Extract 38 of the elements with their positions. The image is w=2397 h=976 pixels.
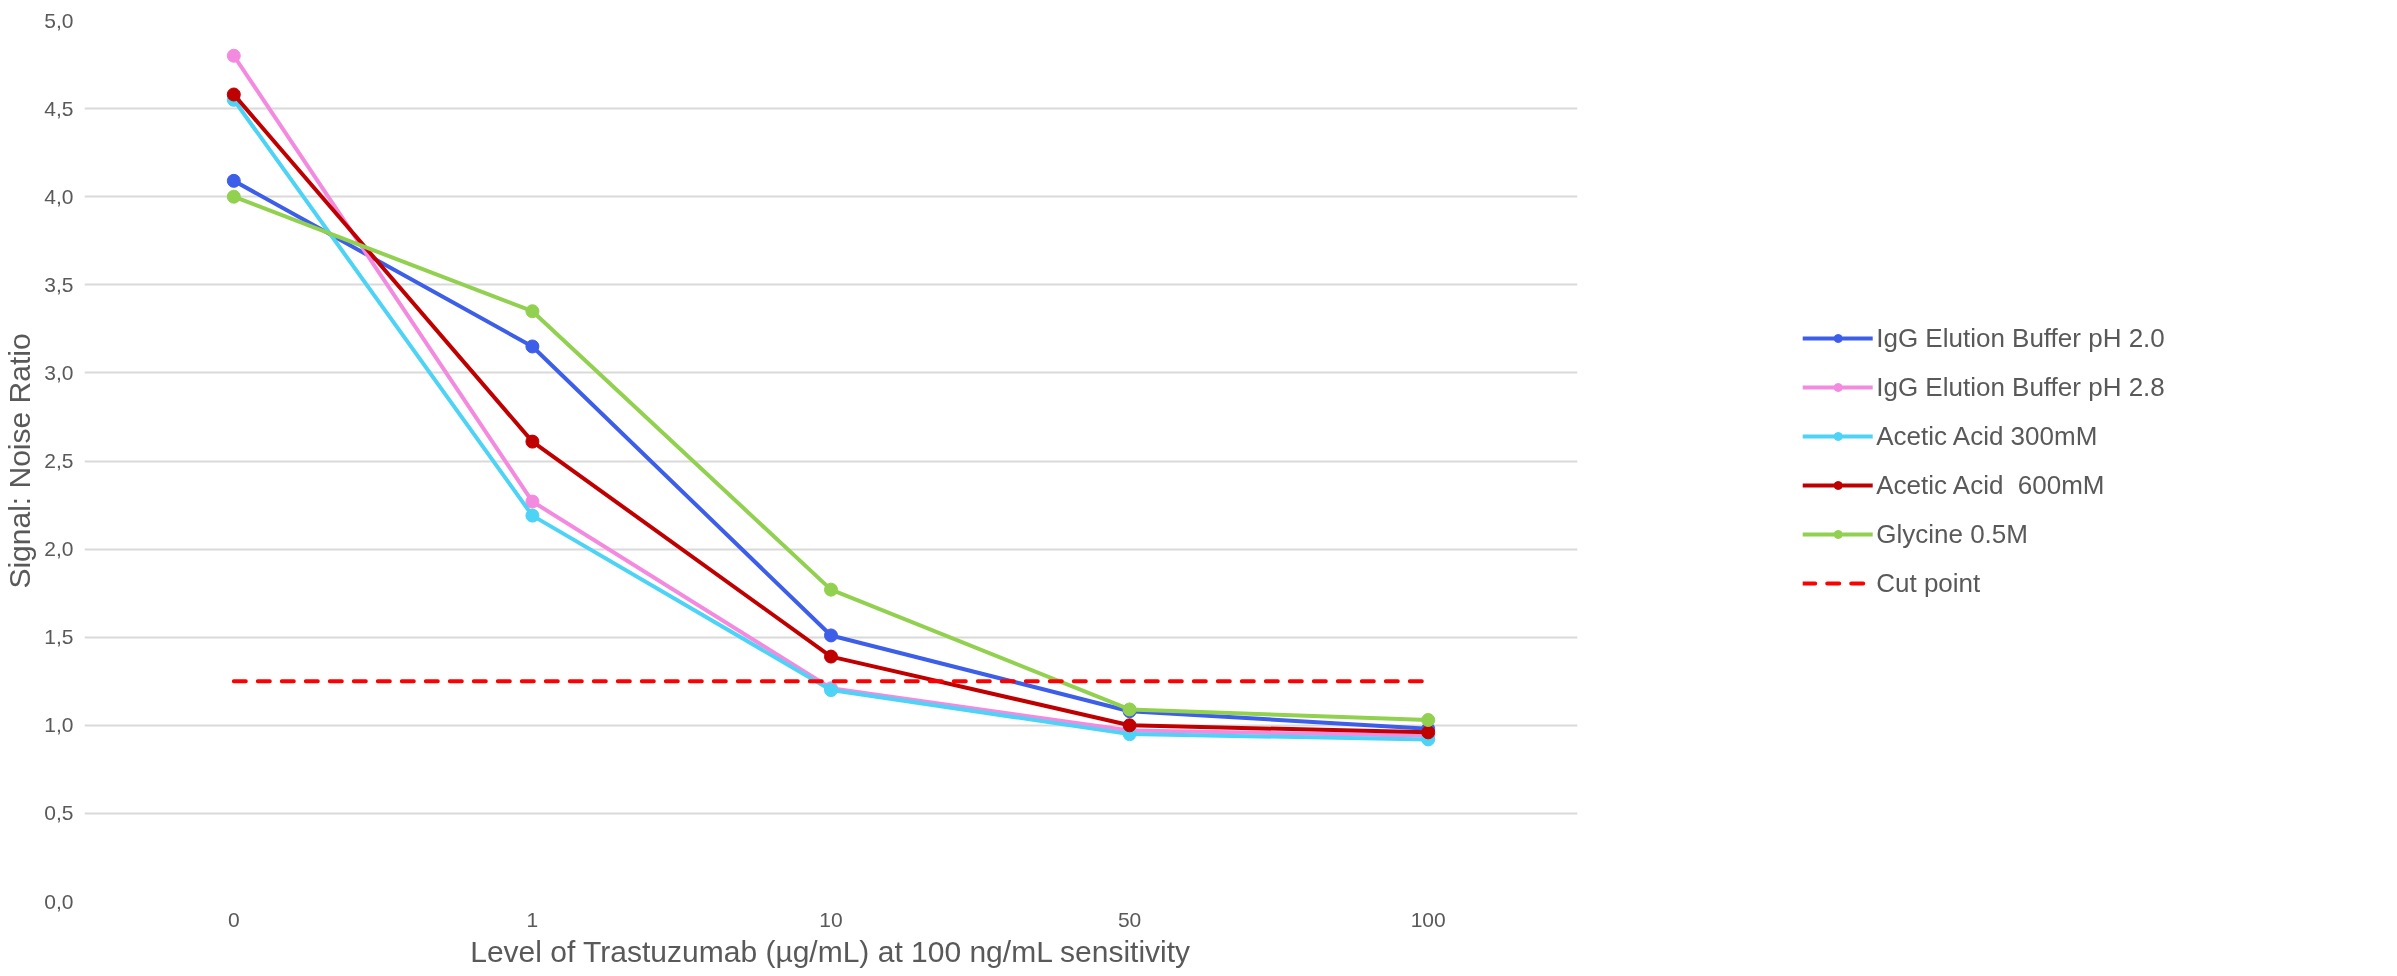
y-tick-label: 4,5 [44, 96, 74, 120]
y-axis-title: Signal: Noise Ratio [3, 333, 37, 589]
x-tick-label: 1 [526, 907, 539, 931]
y-tick-label: 3,5 [44, 272, 74, 296]
legend-label: Acetic Acid 600mM [1876, 469, 2105, 501]
y-tick-label: 1,0 [44, 713, 74, 737]
point [525, 508, 540, 523]
x-tick-label: 100 [1410, 907, 1446, 931]
point [226, 189, 241, 204]
x-tick-label: 10 [819, 907, 843, 931]
x-tick-label: 50 [1117, 907, 1142, 931]
point [1421, 713, 1436, 727]
x-tick-label: 0 [227, 907, 240, 931]
legend-label: Glycine 0.5M [1876, 518, 2028, 550]
point [525, 304, 540, 319]
y-tick-label: 0,0 [44, 889, 74, 913]
y-tick-label: 5,0 [44, 8, 74, 32]
point [226, 173, 241, 188]
y-tick-label: 0,5 [44, 801, 74, 825]
x-axis-title: Level of Trastuzumab (µg/mL) at 100 ng/mL sensitivity [470, 934, 1191, 968]
point [1122, 718, 1137, 733]
y-tick-label: 3,0 [44, 360, 74, 384]
y-tick-label: 2,0 [44, 537, 74, 561]
y-tick-label: 2,5 [44, 449, 74, 472]
legend-label: Cut point [1876, 567, 1981, 599]
point [824, 582, 838, 597]
point [824, 628, 838, 643]
point [226, 48, 241, 63]
point [226, 87, 241, 102]
point [525, 494, 540, 509]
legend-label: IgG Elution Buffer pH 2.8 [1876, 371, 2165, 403]
y-tick-label: 1,5 [44, 625, 74, 649]
legend-label: Acetic Acid 300mM [1876, 420, 2098, 452]
point [824, 649, 838, 664]
legend-label: IgG Elution Buffer pH 2.0 [1876, 322, 2165, 354]
point [525, 434, 540, 449]
point [525, 339, 540, 354]
y-tick-label: 4,0 [44, 184, 74, 208]
